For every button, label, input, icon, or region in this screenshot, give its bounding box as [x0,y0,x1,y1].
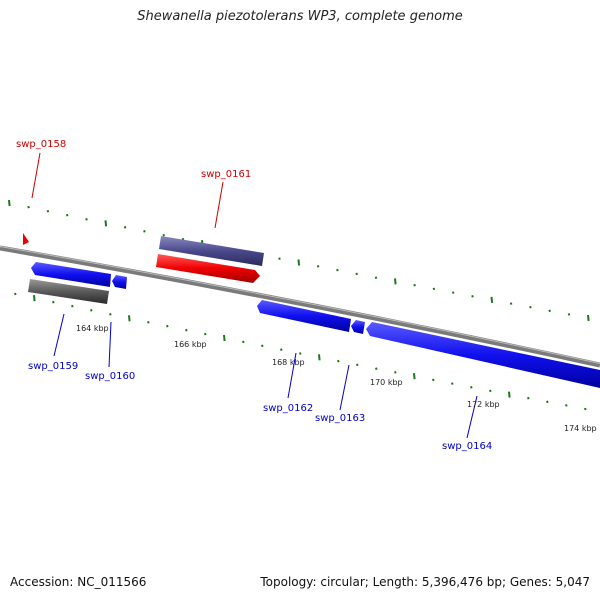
minor-tick [432,378,435,382]
diagram-title: Shewanella piezotolerans WP3, complete g… [137,9,463,24]
minor-tick [337,359,340,363]
major-tick [8,199,11,207]
major-tick [394,278,397,285]
gene-label-swp_0164[interactable]: swp_0164 [442,441,492,452]
minor-tick [261,344,264,348]
gene-label-swp_0161[interactable]: swp_0161 [201,169,251,180]
major-tick [318,354,321,361]
major-tick [128,315,131,322]
minor-tick [204,332,207,336]
major-tick [587,314,590,322]
leader-swp_0163 [339,364,350,411]
minor-tick [27,205,30,209]
minor-tick [280,348,283,351]
minor-tick [527,396,530,400]
gene-arrow-swp_0159-gray[interactable] [28,279,109,304]
minor-tick [166,324,169,328]
gene-label-swp_0158[interactable]: swp_0158 [16,139,66,150]
gene-arrow-swp_0161-purple[interactable] [159,236,264,266]
minor-tick [470,386,473,389]
scale-label: 164 kbp [76,324,109,333]
gene-arrow-swp_0162[interactable] [257,300,351,332]
reverse-tick-row [14,292,587,411]
minor-tick [546,400,549,404]
minor-tick [52,300,55,304]
minor-tick [65,213,69,217]
minor-tick [356,363,359,367]
gene-arrow-swp_0163[interactable] [351,320,365,334]
minor-tick [278,257,281,260]
scale-label: 170 kbp [370,378,403,387]
minor-tick [374,276,378,279]
gene-arrow-swp_0160[interactable] [112,275,127,289]
genome-summary-text: Topology: circular; Length: 5,396,476 bp… [260,575,590,589]
gene-arrow-swp_0158[interactable] [23,233,29,245]
minor-tick [451,291,455,294]
major-tick [33,295,36,302]
minor-tick [471,295,474,298]
scale-label: 174 kbp [564,424,597,433]
minor-tick [432,287,436,291]
major-tick [508,391,511,398]
major-tick [413,373,416,380]
gene-label-swp_0160[interactable]: swp_0160 [85,371,135,382]
gene-label-swp_0162[interactable]: swp_0162 [263,403,313,414]
gene-arrow-swp_0164[interactable] [366,322,600,388]
minor-tick [394,371,397,374]
minor-tick [109,313,112,316]
scale-label: 168 kbp [272,358,305,367]
minor-tick [123,226,127,229]
minor-tick [489,389,492,393]
leader-swp_0164 [466,395,478,439]
gene-arrow-swp_0161-red[interactable] [156,254,260,283]
major-tick [490,296,494,303]
major-tick [104,220,108,227]
minor-tick [529,305,532,309]
scale-label: 166 kbp [174,340,207,349]
genome-backbone [0,245,600,368]
leader-swp_0161 [214,181,224,229]
genome-backbone-highlight [0,246,600,364]
minor-tick [71,304,74,308]
minor-tick [316,265,320,268]
minor-tick [567,313,571,316]
minor-tick [375,367,378,370]
gene-label-swp_0159[interactable]: swp_0159 [28,361,78,372]
gene-label-swp_0163[interactable]: swp_0163 [315,413,365,424]
minor-tick [46,209,50,213]
major-tick [223,334,226,342]
minor-tick [565,404,568,407]
accession-text: Accession: NC_011566 [10,575,147,589]
leader-swp_0159 [53,313,65,357]
gene-arrow-swp_0159[interactable] [31,262,111,287]
minor-tick [242,340,245,344]
minor-tick [336,268,339,272]
minor-tick [162,233,165,237]
minor-tick [143,230,146,233]
minor-tick [90,309,93,312]
minor-tick [14,292,17,296]
minor-tick [147,321,150,324]
leader-swp_0162 [287,352,297,399]
minor-tick [85,218,88,221]
scale-label: 172 kbp [467,400,500,409]
major-tick [297,259,301,266]
minor-tick [413,283,416,287]
minor-tick [355,272,358,276]
minor-tick [584,407,587,411]
minor-tick [548,309,551,313]
minor-tick [451,382,454,385]
minor-tick [299,352,302,355]
minor-tick [509,302,513,305]
minor-tick [185,328,188,332]
leader-swp_0160 [108,321,112,368]
leader-swp_0158 [31,152,41,199]
